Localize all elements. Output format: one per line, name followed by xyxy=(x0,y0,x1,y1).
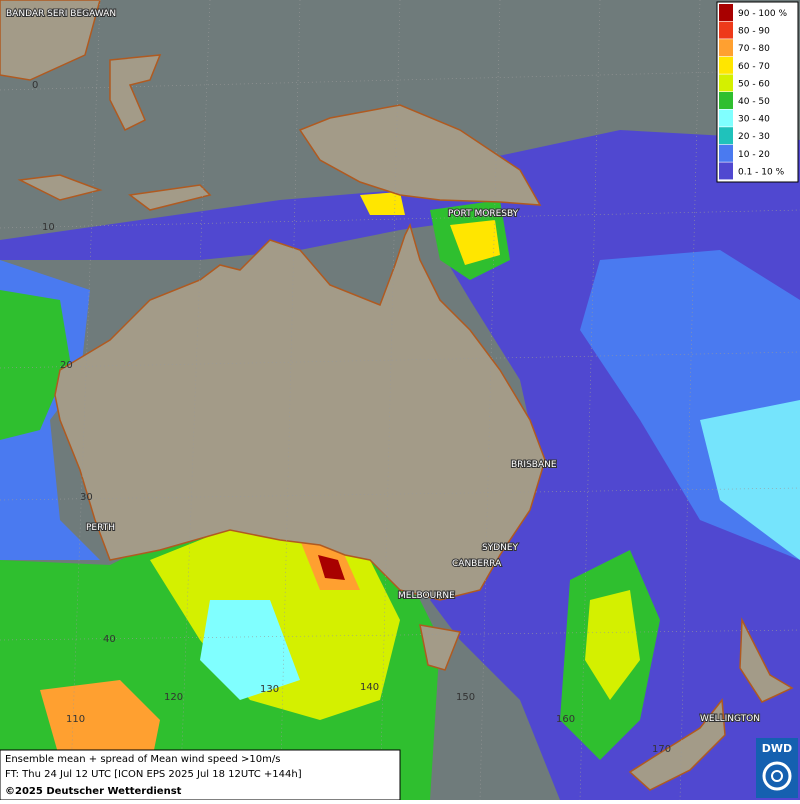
lon-label: 110 xyxy=(66,714,85,725)
city-label: WELLINGTON xyxy=(700,714,760,724)
lon-label: 150 xyxy=(456,692,475,703)
lat-label: 20 xyxy=(60,360,73,371)
legend-label: 30 - 40 xyxy=(738,115,770,125)
legend-label: 0.1 - 10 % xyxy=(738,167,785,177)
legend-label: 60 - 70 xyxy=(738,62,770,72)
legend-swatch xyxy=(719,92,733,109)
legend-swatch xyxy=(719,4,733,21)
legend-label: 80 - 90 xyxy=(738,27,770,37)
logo-text: DWD xyxy=(762,742,792,755)
legend-swatch xyxy=(719,162,733,180)
city-label: PORT MORESBY xyxy=(448,209,519,219)
legend: 90 - 100 % 80 - 90 70 - 80 60 - 70 50 - 60 40… xyxy=(716,1,799,183)
city-label: CANBERRA xyxy=(452,559,502,569)
city-label: PERTH xyxy=(86,523,115,533)
legend-swatch xyxy=(719,21,733,39)
copyright: ©2025 Deutscher Wetterdienst xyxy=(5,786,182,797)
legend-label: 90 - 100 % xyxy=(738,9,787,19)
legend-label: 70 - 80 xyxy=(738,44,770,54)
logo-icon xyxy=(762,761,792,791)
legend-label: 20 - 30 xyxy=(738,132,770,142)
land xyxy=(0,0,794,791)
city-label: BANDAR SERI BEGAWAN xyxy=(6,9,116,19)
wind-probability xyxy=(0,130,800,800)
legend-swatch xyxy=(719,74,733,92)
lon-label: 170 xyxy=(652,744,671,755)
legend-label: 10 - 20 xyxy=(738,150,770,160)
logo: DWD xyxy=(756,738,798,798)
legend-swatch xyxy=(719,127,733,145)
city-labels: BANDAR SERI BEGAWAN PORT MORESBY BRISBAN… xyxy=(5,8,761,725)
lon-label: 160 xyxy=(556,714,575,725)
legend-swatch xyxy=(719,39,733,57)
legend-swatch xyxy=(719,144,733,162)
caption-line: FT: Thu 24 Jul 12 UTC [ICON EPS 2025 Jul… xyxy=(5,769,302,780)
lon-label: 130 xyxy=(260,684,279,695)
lat-label: 40 xyxy=(103,634,116,645)
logo-icon xyxy=(771,770,783,782)
degree-labels: 0 10 20 30 40 110 120 130 140 150 160 17… xyxy=(32,80,671,755)
caption-line: Ensemble mean + spread of Mean wind spee… xyxy=(5,754,280,765)
city-label: SYDNEY xyxy=(482,543,519,553)
lat-label: 0 xyxy=(32,80,38,91)
caption-box xyxy=(0,749,401,801)
lon-label: 120 xyxy=(164,692,183,703)
legend-swatch xyxy=(719,109,733,127)
legend-swatch xyxy=(719,56,733,74)
lon-label: 140 xyxy=(360,682,379,693)
city-label: MELBOURNE xyxy=(398,591,455,601)
legend-label: 40 - 50 xyxy=(738,97,770,107)
lat-label: 30 xyxy=(80,492,93,503)
lat-label: 10 xyxy=(42,222,55,233)
city-label: BRISBANE xyxy=(511,460,557,470)
legend-label: 50 - 60 xyxy=(738,79,770,89)
caption: Ensemble mean + spread of Mean wind spee… xyxy=(0,749,401,801)
